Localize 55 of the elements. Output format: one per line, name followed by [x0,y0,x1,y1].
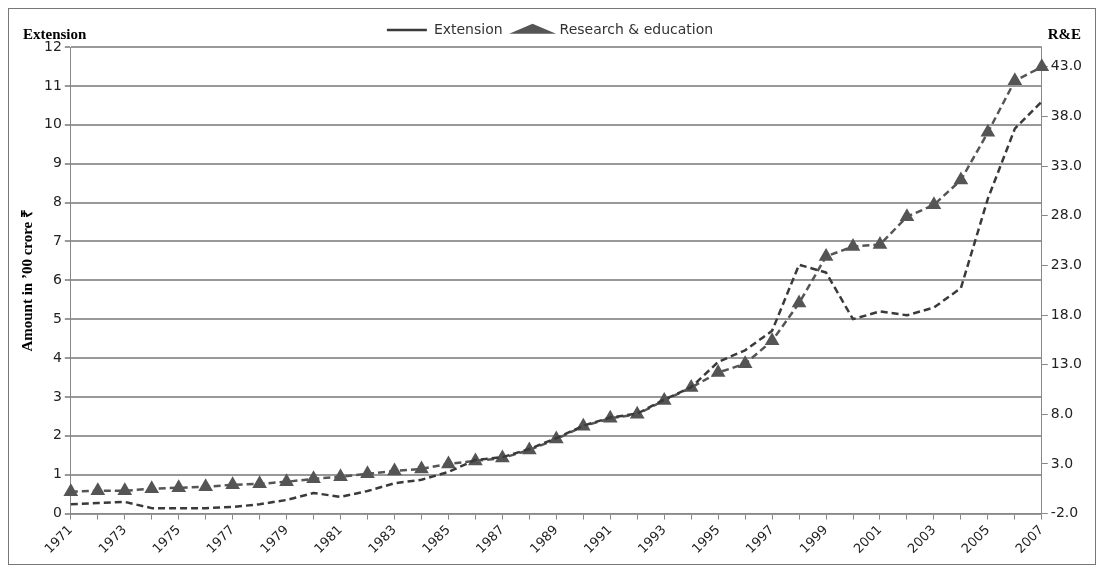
y-tick-label: 11 [43,76,62,93]
point [765,333,779,346]
point [873,237,887,249]
y2-tick-label: 28.0 [1050,206,1082,223]
y-tick-label: 0 [52,504,62,521]
legend-label: Extension [433,20,503,37]
point [927,197,941,210]
point [441,456,455,469]
point [307,471,321,484]
y2-tick-label: 38.0 [1050,107,1082,124]
point [1035,59,1049,72]
point [954,172,968,185]
y2-tick-label: 33.0 [1050,156,1082,173]
point [1008,73,1022,85]
y-tick-label: 3 [52,387,62,404]
point [819,249,833,261]
point [361,466,374,479]
y-tick-label: 6 [52,270,62,287]
point [172,480,186,493]
y2-tick-label: 18.0 [1050,305,1082,322]
point [145,481,159,494]
point [91,483,105,495]
y-tick-label: 7 [52,232,62,249]
y-tick-label: 2 [52,426,62,443]
point [118,483,132,495]
y2-tick-label: 13.0 [1050,355,1082,372]
y-tick-label: 10 [43,115,62,132]
point [792,295,806,308]
y2-tick-label: -2.0 [1050,504,1079,521]
point [388,463,401,476]
y2-axis-title: R&E [1047,25,1081,42]
point [981,125,995,137]
y2-tick-label: 23.0 [1050,256,1082,273]
point [199,479,213,492]
y-axis-title: Amount in ’00 crore ₹ [18,208,35,352]
point [280,474,294,487]
point [334,469,347,482]
point [64,484,78,496]
y-tick-label: 5 [52,309,62,326]
y2-tick-label: 8.0 [1050,404,1074,421]
y-tick-label: 4 [52,348,62,365]
y2-tick-label: 3.0 [1050,454,1074,471]
y-tick-label: 1 [52,465,62,482]
y2-tick-label: 43.0 [1050,57,1082,74]
y-tick-label: 9 [52,154,62,171]
point [711,365,725,377]
point [415,461,428,474]
point [846,239,860,251]
point [226,477,240,490]
text: Extension [23,25,87,42]
point [900,209,914,221]
y-tick-label: 8 [52,193,62,210]
point [253,476,267,489]
point [738,356,752,368]
legend-label: Research & education [559,20,714,37]
